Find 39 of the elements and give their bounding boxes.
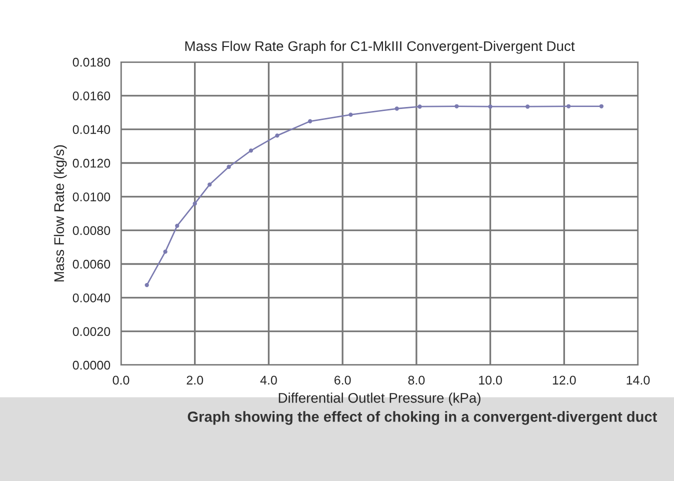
y-tick-label: 0.0020 bbox=[72, 327, 110, 336]
point bbox=[488, 104, 492, 109]
point bbox=[394, 106, 399, 111]
x-tick-label: 10.0 bbox=[479, 376, 502, 385]
point bbox=[175, 224, 180, 228]
text: Graph showing the effect of choking in a convergent-divergent duct bbox=[188, 411, 658, 425]
x-tick-label: 12.0 bbox=[552, 376, 576, 385]
point bbox=[348, 112, 353, 117]
x-axis-title: Differential Outlet Pressure (kPa) bbox=[278, 392, 480, 406]
y-tick-label: 0.0180 bbox=[72, 58, 110, 67]
y-tick-label: 0.0140 bbox=[72, 125, 110, 134]
y-tick-label: 0.0080 bbox=[72, 226, 110, 235]
y-tick-label: 0.0160 bbox=[72, 91, 110, 100]
y-tick-label: 0.0040 bbox=[72, 293, 110, 302]
point bbox=[526, 104, 530, 109]
point bbox=[275, 133, 280, 138]
y-axis-title: Mass Flow Rate (kg/s) bbox=[54, 145, 67, 282]
point bbox=[599, 104, 604, 108]
point bbox=[418, 104, 422, 109]
x-tick-label: 8.0 bbox=[408, 376, 425, 385]
y-tick-label: 0.0000 bbox=[72, 360, 110, 370]
x-tick-label: 4.0 bbox=[260, 376, 277, 385]
point bbox=[208, 182, 212, 187]
point bbox=[454, 104, 459, 108]
x-tick-label: 14.0 bbox=[626, 376, 650, 385]
point bbox=[226, 164, 231, 169]
chart-title: Mass Flow Rate Graph for C1-MkIII Convergent-Divergent Duct bbox=[185, 40, 575, 54]
point bbox=[566, 104, 571, 108]
y-tick-label: 0.0120 bbox=[72, 158, 110, 168]
point bbox=[308, 119, 312, 124]
point bbox=[192, 201, 197, 206]
x-tick-label: 2.0 bbox=[186, 376, 204, 385]
y-tick-label: 0.0100 bbox=[72, 192, 110, 202]
y-tick-label: 0.0060 bbox=[72, 260, 110, 269]
point bbox=[163, 250, 168, 254]
x-tick-label: 6.0 bbox=[334, 376, 351, 385]
point bbox=[248, 148, 254, 153]
point bbox=[144, 282, 149, 288]
x-tick-label: 0.0 bbox=[112, 376, 130, 385]
